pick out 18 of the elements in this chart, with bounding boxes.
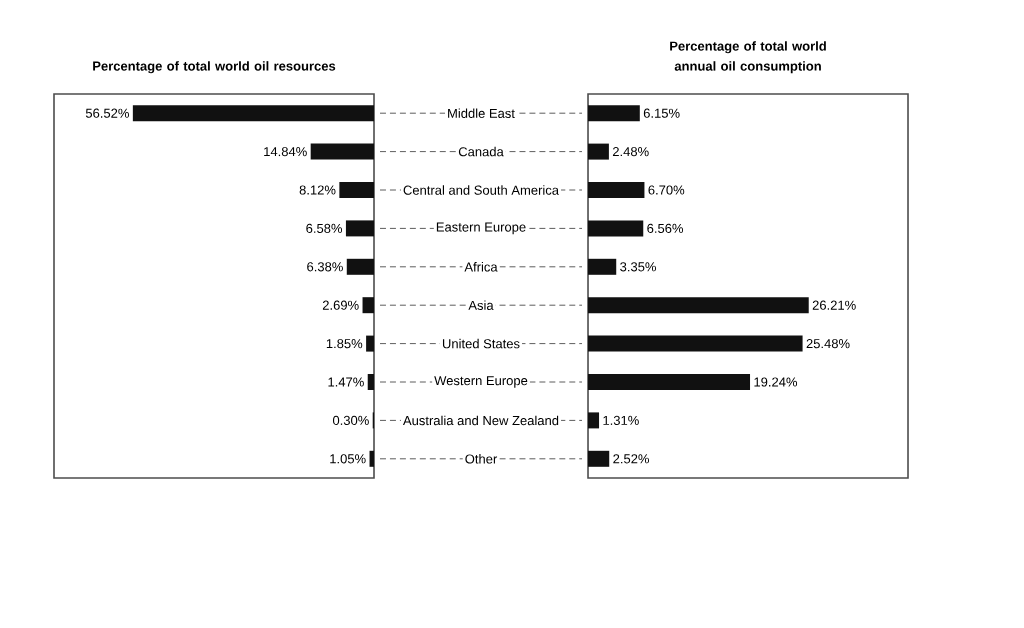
bar xyxy=(345,220,374,237)
bar xyxy=(588,258,617,275)
bar xyxy=(367,374,374,390)
bar xyxy=(588,143,609,160)
bar xyxy=(310,143,374,160)
bar xyxy=(588,220,644,237)
bar xyxy=(588,335,803,352)
bar xyxy=(588,105,640,122)
bar xyxy=(366,335,374,352)
bar xyxy=(339,182,374,198)
bar xyxy=(588,450,610,467)
bar xyxy=(346,258,374,275)
bar xyxy=(588,412,600,429)
bar xyxy=(588,374,751,390)
bar xyxy=(588,182,645,198)
bar xyxy=(362,297,374,314)
bar xyxy=(588,297,809,314)
bar xyxy=(132,105,374,122)
